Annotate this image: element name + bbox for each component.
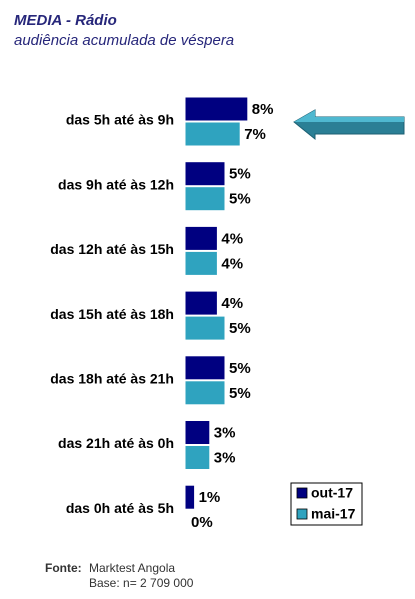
category-label: das 5h até às 9h — [66, 112, 174, 128]
bar — [185, 381, 225, 405]
value-label: 3% — [214, 424, 236, 441]
legend-label: out-17 — [311, 485, 353, 501]
value-label: 5% — [229, 191, 251, 208]
source: Marktest Angola — [89, 561, 175, 575]
category-label: das 9h até às 12h — [58, 176, 174, 192]
bar — [185, 122, 240, 146]
value-label: 4% — [221, 230, 243, 247]
base: Base: n= 2 709 000 — [89, 576, 194, 590]
bar — [185, 421, 210, 444]
category-label: das 12h até às 15h — [50, 241, 174, 257]
category-label: das 15h até às 18h — [50, 306, 174, 322]
value-label: 5% — [229, 166, 251, 183]
bar — [185, 187, 225, 211]
bar — [185, 251, 217, 275]
bar — [185, 97, 248, 121]
chart-subtitle: audiência acumulada de véspera — [14, 32, 234, 49]
value-label: 8% — [252, 101, 274, 118]
category-label: das 18h até às 21h — [50, 371, 174, 387]
legend-label: mai-17 — [311, 506, 356, 522]
bar — [185, 162, 225, 186]
bar — [185, 356, 225, 380]
value-label: 3% — [214, 449, 236, 466]
category-label: das 0h até às 5h — [66, 500, 174, 516]
value-label: 5% — [229, 320, 251, 337]
bar — [185, 485, 195, 509]
value-label: 5% — [229, 360, 251, 377]
arrow — [293, 109, 405, 141]
category-label: das 21h até às 0h — [58, 435, 174, 451]
bar — [185, 291, 217, 315]
source-label: Fonte: — [45, 561, 82, 575]
bar — [185, 226, 217, 250]
value-label: 7% — [244, 126, 266, 143]
bar — [185, 316, 225, 340]
chart-title: MEDIA - Rádio — [14, 12, 117, 29]
value-label: 0% — [191, 514, 213, 531]
bar — [185, 446, 210, 469]
value-label: 5% — [229, 385, 251, 402]
value-label: 1% — [199, 489, 221, 506]
value-label: 4% — [221, 295, 243, 312]
value-label: 4% — [221, 255, 243, 272]
legend-swatch — [296, 487, 308, 499]
legend-swatch — [296, 508, 308, 520]
